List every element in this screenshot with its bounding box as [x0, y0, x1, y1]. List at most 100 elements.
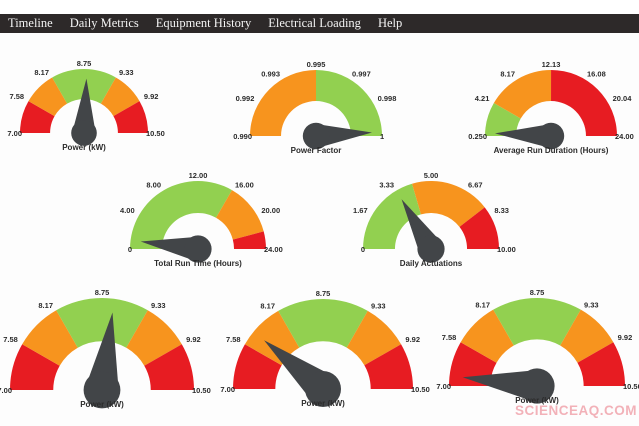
- gauge-arc-segment-red: [10, 344, 60, 390]
- gauge-needle-hub: [83, 371, 121, 409]
- gauge-avg-run-duration: 0.250 4.21 8.17 12.13 16.08 20.04 24.00 Average…: [453, 57, 639, 166]
- gauge-tick-label: 0.250: [468, 132, 487, 141]
- gauge-arc-segment-red: [364, 344, 413, 389]
- gauge-tick-label: 8.75: [77, 59, 92, 68]
- gauge-tick-label: 9.33: [119, 68, 134, 77]
- gauge-tick-label: 8.33: [494, 206, 509, 215]
- gauge-canvas: 7.00 7.58 8.17 8.75 9.33 9.92 10.50 Power (kW): [436, 288, 639, 405]
- gauge-power-kw-1: 7.00 7.58 8.17 8.75 9.33 9.92 10.50 Power (kW): [0, 56, 180, 163]
- gauge-arc-segment-red: [551, 70, 617, 136]
- top-strip: [0, 0, 639, 14]
- gauge-tick-label: 0.998: [378, 94, 397, 103]
- gauge-needle: [315, 123, 372, 149]
- gauge-title: Power (kW): [301, 399, 345, 408]
- gauge-arc-segment-green: [493, 298, 581, 346]
- gauge-tick-label: 8.17: [34, 68, 49, 77]
- gauge-tick-label: 9.33: [371, 302, 386, 311]
- gauge-canvas: 0 1.67 3.33 5.00 6.67 8.33 10.00 Daily Actuatio…: [353, 171, 516, 268]
- gauge-tick-label: 8.17: [475, 300, 490, 309]
- menu-item-daily-metrics[interactable]: Daily Metrics: [69, 16, 139, 30]
- gauge-arc-segment-green: [56, 298, 148, 348]
- gauge-tick-label: 8.17: [500, 69, 515, 78]
- gauge-tick-label: 7.00: [7, 129, 22, 138]
- gauge-tick-label: 4.21: [475, 94, 490, 103]
- gauge-tick-label: 9.92: [186, 335, 201, 344]
- gauge-tick-label: 9.33: [584, 300, 599, 309]
- gauge-arc-segment-orange: [126, 310, 182, 366]
- gauge-tick-label: 20.00: [261, 206, 280, 215]
- gauge-power-factor: 0.990 0.992 0.993 0.995 0.997 0.998 1 Power Fac…: [218, 57, 414, 166]
- gauge-tick-label: 0.995: [307, 60, 326, 69]
- gauge-power-kw-2: 7.00 7.58 8.17 8.75 9.33 9.92 10.50 Power (kW): [0, 285, 226, 420]
- menu-item-timeline[interactable]: Timeline: [8, 16, 53, 30]
- gauge-tick-label: 0.997: [352, 69, 371, 78]
- gauge-tick-label: 12.13: [542, 60, 561, 69]
- gauge-title: Power Factor: [291, 146, 342, 155]
- gauge-arc-segment-green: [363, 183, 421, 249]
- gauge-tick-label: 7.58: [226, 335, 241, 344]
- gauge-tick-label: 8.75: [530, 288, 545, 297]
- gauge-tick-label: 10.50: [411, 385, 430, 394]
- gauge-tick-label: 1.67: [353, 206, 368, 215]
- gauge-arc-segment-red: [20, 101, 55, 133]
- gauge-needle: [494, 123, 552, 149]
- menu-item-equipment-history[interactable]: Equipment History: [155, 16, 252, 30]
- gauge-daily-actuations: 0 1.67 3.33 5.00 6.67 8.33 10.00 Daily Actuatio…: [331, 168, 531, 279]
- gauge-title: Power (kW): [80, 400, 124, 409]
- gauge-tick-label: 10.50: [623, 382, 639, 391]
- gauge-arc-segment-orange: [460, 309, 514, 363]
- gauge-canvas: 7.00 7.58 8.17 8.75 9.33 9.92 10.50 Power (kW): [220, 289, 430, 408]
- gauge-arc-segment-orange: [22, 310, 78, 366]
- gauge-title: Total Run Time (Hours): [154, 259, 242, 268]
- menu-item-help[interactable]: Help: [377, 16, 403, 30]
- gauge-tick-label: 10.50: [192, 386, 211, 395]
- dashboard-area: 7.00 7.58 8.17 8.75 9.33 9.92 10.50 Power (kW) …: [0, 33, 639, 426]
- gauge-needle: [85, 312, 119, 393]
- gauge-arc-segment-orange: [412, 181, 485, 227]
- gauge-tick-label: 12.00: [189, 171, 208, 180]
- gauge-needle-hub: [537, 122, 565, 150]
- gauge-title: Daily Actuations: [400, 259, 463, 268]
- gauge-needle-hub: [302, 122, 330, 150]
- gauge-arc-segment-red: [449, 342, 497, 386]
- gauge-needle-hub: [71, 120, 97, 146]
- gauge-tick-label: 20.04: [613, 94, 633, 103]
- gauge-needle-hub: [305, 371, 341, 407]
- gauge-power-kw-4: 7.00 7.58 8.17 8.75 9.33 9.92 10.50 Power (kW): [417, 285, 639, 416]
- gauge-tick-label: 6.67: [468, 181, 483, 190]
- menu-item-electrical-loading[interactable]: Electrical Loading: [268, 16, 361, 30]
- gauge-needle-hub: [184, 235, 212, 263]
- gauge-arc-segment-red: [577, 342, 625, 386]
- gauge-arc-segment-green: [130, 180, 232, 249]
- gauge-title: Power (kW): [62, 143, 106, 152]
- gauge-tick-label: 9.92: [405, 335, 420, 344]
- gauge-tick-label: 7.58: [3, 335, 18, 344]
- gauge-needle: [462, 369, 539, 403]
- gauge-arc-segment-red: [144, 344, 194, 390]
- gauge-arc-segment-red: [459, 207, 499, 249]
- gauge-needle: [140, 236, 200, 262]
- gauge-tick-label: 0: [361, 245, 365, 254]
- gauge-tick-label: 5.00: [424, 171, 439, 180]
- gauge-arc-segment-orange: [250, 70, 316, 136]
- gauge-tick-label: 8.75: [316, 289, 331, 298]
- gauge-title: Power (kW): [515, 396, 559, 405]
- gauge-tick-label: 24.00: [264, 245, 283, 254]
- gauge-tick-label: 3.33: [379, 181, 394, 190]
- gauge-tick-label: 8.75: [95, 288, 110, 297]
- gauge-tick-label: 9.33: [151, 301, 166, 310]
- gauge-tick-label: 0.992: [236, 94, 255, 103]
- gauge-arc-segment-green: [52, 69, 116, 104]
- gauge-tick-label: 0.990: [233, 132, 252, 141]
- gauge-power-kw-3: 7.00 7.58 8.17 8.75 9.33 9.92 10.50 Power (kW): [201, 286, 445, 419]
- gauge-tick-label: 4.00: [120, 206, 135, 215]
- gauge-tick-label: 0: [128, 245, 132, 254]
- gauge-canvas: 7.00 7.58 8.17 8.75 9.33 9.92 10.50 Power (kW): [7, 59, 164, 152]
- gauge-tick-label: 10.00: [497, 245, 516, 254]
- gauge-tick-label: 9.92: [144, 92, 159, 101]
- gauge-needle: [72, 78, 96, 134]
- gauge-arc-segment-orange: [216, 190, 264, 240]
- gauge-tick-label: 8.17: [38, 301, 53, 310]
- gauge-tick-label: 7.58: [10, 92, 25, 101]
- gauge-needle-hub: [519, 368, 555, 404]
